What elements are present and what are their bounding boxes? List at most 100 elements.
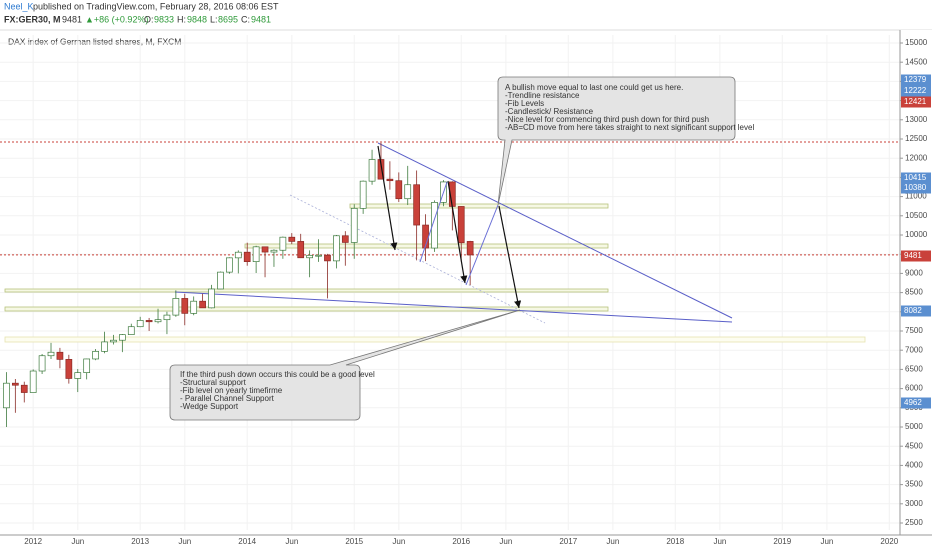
open-label: O:	[144, 14, 154, 24]
callout-box	[497, 76, 736, 206]
y-tick-label: 10500	[905, 211, 928, 220]
candle-body	[288, 236, 296, 242]
price-badge-label: 4962	[904, 398, 922, 407]
candle-body	[315, 254, 322, 257]
price-badge	[901, 250, 931, 262]
candle-body	[190, 300, 198, 314]
y-tick-label: 2500	[905, 518, 923, 527]
candle-body	[11, 382, 19, 386]
x-tick-label: Jun	[713, 537, 726, 546]
candle-body	[74, 372, 82, 379]
callout-text: -Fib level on yearly timefirme	[180, 386, 283, 395]
projection-line	[419, 181, 448, 263]
x-tick-label: Jun	[71, 537, 84, 546]
x-tick-label: 2020	[880, 537, 898, 546]
candle-body	[279, 236, 287, 251]
candle-body	[136, 320, 144, 328]
candle-body	[199, 300, 206, 309]
candle-body	[29, 370, 37, 393]
arrows	[377, 145, 522, 309]
candle-body	[324, 254, 331, 262]
candle-body	[47, 351, 55, 357]
zone	[4, 288, 609, 293]
candle-body	[217, 271, 224, 290]
x-tick-label: 2015	[345, 537, 363, 546]
candle-body	[208, 288, 215, 309]
price-badge	[901, 182, 931, 194]
zone	[4, 306, 609, 312]
candle-body	[181, 298, 189, 314]
symbol: FX:GER30, M	[4, 14, 61, 24]
y-tick-label: 13000	[905, 115, 928, 124]
price-badge-label: 10415	[904, 173, 927, 182]
arrow	[377, 145, 398, 251]
candle-body	[306, 254, 313, 259]
trendlines	[174, 142, 733, 324]
change: ▲+86 (+0.92%)	[85, 14, 148, 24]
candle-body	[172, 298, 180, 316]
callout-text: If the third push down occurs this could…	[180, 370, 375, 379]
close-value: 9481	[251, 14, 271, 24]
candles	[3, 142, 474, 428]
callout-text: -Candlestick/ Resistance	[505, 107, 594, 116]
arrow	[498, 205, 522, 309]
last-price: 9481	[62, 14, 82, 24]
candle-body	[413, 184, 420, 226]
price-badge	[901, 96, 931, 108]
y-tick-label: 6500	[905, 365, 923, 374]
candle-body	[386, 178, 394, 182]
candle-body	[163, 314, 171, 321]
x-tick-label: 2019	[773, 537, 791, 546]
y-tick-label: 5000	[905, 422, 923, 431]
candle-body	[226, 257, 233, 273]
price-badge	[901, 397, 931, 409]
x-tick-label: 2017	[559, 537, 577, 546]
candle-body	[350, 207, 358, 243]
y-tick-label: 15000	[905, 38, 928, 47]
x-tick-label: Jun	[606, 537, 619, 546]
projection-line	[465, 204, 499, 286]
price-badge	[901, 172, 931, 184]
grid	[0, 35, 900, 530]
candle-body	[20, 384, 28, 393]
candle-body	[119, 334, 126, 341]
candle-body	[110, 339, 117, 343]
x-tick-label: Jun	[285, 537, 298, 546]
low-value: 8695	[218, 14, 238, 24]
candle-body	[431, 202, 438, 249]
callout-text: A bullish move equal to last one could g…	[505, 83, 683, 92]
callout-box	[169, 309, 521, 421]
x-tick-label: 2012	[24, 537, 42, 546]
callout-text: -AB=CD move from here takes straight to …	[505, 123, 754, 132]
callout-text: -Structural support	[180, 378, 247, 387]
candle-body	[56, 351, 64, 360]
candle-body	[404, 184, 412, 200]
upper-trendline	[377, 142, 733, 319]
x-tick-label: Jun	[178, 537, 191, 546]
callout-text: -Wedge Support	[180, 402, 239, 411]
candle-body	[270, 249, 278, 253]
price-badge-label: 9481	[904, 251, 922, 260]
x-tick-label: 2013	[131, 537, 149, 546]
candle-body	[154, 319, 162, 323]
y-tick-label: 6000	[905, 384, 923, 393]
candle-body	[234, 251, 242, 259]
author[interactable]: Neel_K	[4, 1, 34, 11]
y-tick-label: 7000	[905, 345, 923, 354]
x-tick-label: Jun	[392, 537, 405, 546]
x-tick-label: Jun	[499, 537, 512, 546]
x-tick-label: 2018	[666, 537, 684, 546]
chart-title: DAX index of German listed shares, M, FX…	[8, 36, 181, 46]
candle-body	[127, 326, 135, 335]
candle-body	[368, 159, 376, 182]
price-badge	[901, 305, 931, 317]
price-badge-label: 10380	[904, 183, 927, 192]
y-tick-label: 10000	[905, 230, 928, 239]
candle-body	[3, 382, 10, 409]
price-badge-label: 12222	[904, 86, 927, 95]
candle-body	[65, 359, 73, 379]
y-tick-label: 11000	[905, 192, 927, 201]
lower-trendline	[174, 291, 733, 323]
x-tick-label: 2014	[238, 537, 256, 546]
